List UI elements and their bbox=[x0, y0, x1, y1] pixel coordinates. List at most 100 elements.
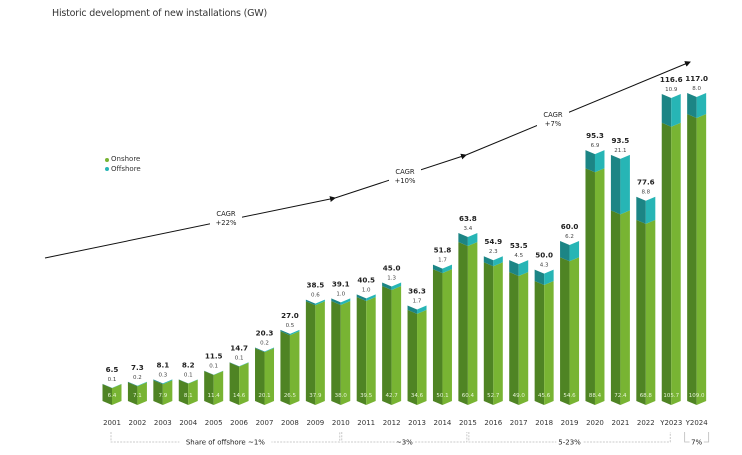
bar-onshore-right bbox=[620, 210, 630, 405]
bar-onshore-left bbox=[458, 241, 468, 405]
bar-onshore-left bbox=[585, 168, 595, 405]
cagr-arrow-segment bbox=[44, 196, 336, 259]
bar-offshore-right bbox=[417, 305, 427, 314]
cagr-layer: CAGR+22%CAGR+10%CAGR+7% bbox=[44, 61, 691, 259]
bar-onshore-right bbox=[239, 362, 249, 405]
total-label: 20.3 bbox=[256, 329, 274, 338]
onshore-label: 11.4 bbox=[208, 393, 221, 399]
onshore-label: 20.1 bbox=[258, 393, 270, 399]
x-tick-label: 2005 bbox=[205, 419, 223, 427]
x-tick-label: Y2024 bbox=[685, 419, 709, 427]
offshore-share-brackets: Share of offshore ~1% ~3% 5-23% 7% bbox=[110, 432, 710, 447]
bar-group: 50.0 4.3 45.6 bbox=[534, 251, 554, 405]
x-tick-label: 2009 bbox=[306, 419, 324, 427]
bar-onshore-left bbox=[305, 301, 316, 405]
chart-title: Historic development of new installation… bbox=[52, 8, 267, 19]
total-label: 54.9 bbox=[484, 237, 502, 246]
onshore-label: 7.9 bbox=[158, 393, 167, 399]
bar-offshore-right bbox=[594, 150, 605, 173]
total-label: 77.6 bbox=[637, 178, 655, 187]
total-label: 7.3 bbox=[131, 363, 144, 372]
bracket-line bbox=[341, 432, 468, 443]
share-label-bg bbox=[556, 437, 583, 447]
cagr-label-bg bbox=[210, 207, 242, 229]
total-label: 39.1 bbox=[332, 279, 350, 288]
share-label-bg bbox=[689, 437, 704, 447]
bar-offshore-left bbox=[127, 381, 138, 387]
bar-group: 63.8 3.4 60.4 bbox=[458, 214, 478, 405]
bar-offshore-right bbox=[239, 362, 249, 367]
bar-offshore-left bbox=[687, 93, 697, 119]
bar-offshore-left bbox=[610, 154, 621, 215]
total-label: 11.5 bbox=[205, 352, 223, 361]
onshore-label: 72.4 bbox=[614, 393, 627, 399]
offshore-label: 0.1 bbox=[184, 372, 193, 378]
x-tick-label: 2011 bbox=[357, 419, 375, 427]
bar-onshore-left bbox=[178, 379, 189, 405]
legend-item-offshore: Offshore bbox=[105, 165, 141, 175]
legend-label-onshore: Onshore bbox=[111, 155, 141, 163]
onshore-label: 52.7 bbox=[487, 393, 500, 399]
bar-onshore-left bbox=[483, 262, 494, 405]
bar-offshore-left bbox=[432, 264, 443, 274]
bar-onshore-right bbox=[645, 219, 656, 405]
bar-offshore-right bbox=[518, 260, 529, 277]
total-label: 38.5 bbox=[306, 281, 324, 290]
onshore-label: 7.1 bbox=[133, 393, 142, 399]
bar-onshore-left bbox=[280, 331, 290, 405]
bar-onshore-right bbox=[594, 168, 605, 405]
bar-onshore-left bbox=[687, 114, 697, 406]
cagr-label-bg bbox=[537, 108, 569, 130]
bar-group: 8.2 0.1 8.1 bbox=[178, 360, 198, 405]
share-label: 5-23% bbox=[558, 439, 581, 447]
total-label: 53.5 bbox=[510, 241, 528, 250]
bar-offshore-left bbox=[305, 299, 316, 306]
bar-onshore-left bbox=[153, 380, 163, 405]
bar-group: 117.0 8.0 109.0 bbox=[685, 74, 708, 406]
onshore-label: 39.5 bbox=[360, 393, 373, 399]
bar-group: 27.0 0.5 26.5 bbox=[280, 311, 300, 405]
bar-onshore-right bbox=[315, 301, 325, 405]
cagr-value: +7% bbox=[545, 120, 562, 128]
bar-offshore-left bbox=[458, 233, 468, 246]
bar-offshore-right bbox=[137, 381, 147, 387]
legend: Onshore Offshore bbox=[105, 155, 141, 174]
offshore-label: 2.3 bbox=[489, 249, 498, 255]
x-tick-label: 2010 bbox=[332, 419, 350, 427]
onshore-label: 34.6 bbox=[411, 393, 424, 399]
bar-offshore-right bbox=[544, 269, 554, 285]
bar-onshore-right bbox=[112, 384, 122, 405]
bar-onshore-left bbox=[534, 280, 545, 405]
bar-onshore-left bbox=[560, 257, 570, 405]
bar-group: 11.5 0.1 11.4 bbox=[204, 352, 224, 405]
bar-onshore-right bbox=[289, 331, 300, 405]
bar-offshore-right bbox=[340, 298, 351, 305]
share-bracket: 7% bbox=[684, 432, 710, 447]
bar-onshore-right bbox=[467, 241, 478, 405]
bar-offshore-left bbox=[483, 256, 494, 267]
cagr-label: CAGR bbox=[543, 111, 563, 119]
offshore-label: 10.9 bbox=[665, 87, 678, 93]
onshore-label: 109.0 bbox=[689, 393, 705, 399]
bar-offshore-left bbox=[509, 260, 519, 277]
bar-group: 53.5 4.5 49.0 bbox=[509, 241, 529, 405]
bar-offshore-right bbox=[289, 329, 300, 336]
bar-onshore-right bbox=[264, 348, 275, 405]
onshore-label: 42.7 bbox=[385, 393, 398, 399]
bar-onshore-right bbox=[493, 262, 503, 405]
bar-group: 6.5 0.1 6.4 bbox=[102, 365, 122, 405]
offshore-label: 3.4 bbox=[464, 226, 473, 232]
bar-offshore-right bbox=[188, 379, 198, 384]
onshore-label: 38.0 bbox=[335, 393, 348, 399]
total-label: 93.5 bbox=[612, 136, 630, 145]
x-tick-label: 2018 bbox=[535, 419, 553, 427]
x-tick-label: 2012 bbox=[383, 419, 401, 427]
offshore-label: 1.0 bbox=[336, 291, 345, 297]
bar-group: 7.3 0.2 7.1 bbox=[127, 363, 147, 405]
total-label: 63.8 bbox=[459, 214, 477, 223]
legend-label-offshore: Offshore bbox=[111, 164, 141, 173]
bar-group: 40.5 1.0 39.5 bbox=[356, 275, 376, 405]
x-tick-label: 2019 bbox=[561, 419, 579, 427]
bar-onshore-right bbox=[391, 285, 402, 405]
onshore-label: 8.1 bbox=[184, 393, 193, 399]
